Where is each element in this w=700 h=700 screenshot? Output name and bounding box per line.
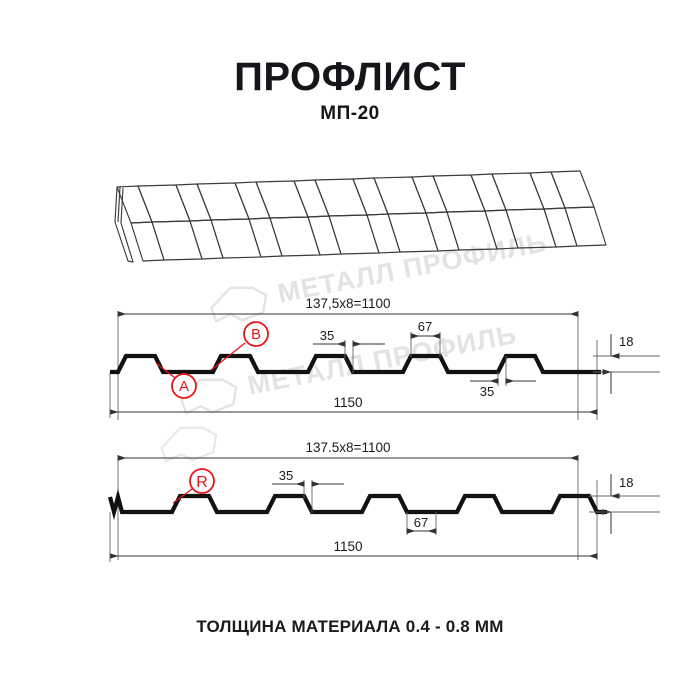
section-top: 137,5х8=1100 1150 35 67 <box>109 296 660 420</box>
dimension-flat-67-bottom: 67 <box>406 512 437 535</box>
dimension-pitch-top-label: 137,5х8=1100 <box>306 296 391 311</box>
page-subtitle: МП-20 <box>320 103 380 124</box>
dimension-height-18-bottom-label: 18 <box>619 475 633 490</box>
watermark-logo-icon <box>160 426 218 463</box>
callout-r-label: R <box>196 474 208 491</box>
dimension-flat-67-bottom-label: 67 <box>414 515 428 530</box>
callout-a: A <box>155 362 197 399</box>
dimension-overall-bottom: 1150 <box>109 512 598 562</box>
dimension-pitch-bottom-label: 137.5x8=1100 <box>306 440 391 455</box>
dimension-pitch-bottom: 137.5x8=1100 <box>117 440 579 461</box>
dimension-height-18-top: 18 <box>593 334 660 394</box>
dimension-height-18-top-label: 18 <box>619 334 633 349</box>
profile-outline-bottom <box>107 488 607 521</box>
callout-b: B <box>210 321 269 371</box>
dimension-flat-67-top-label: 67 <box>418 319 432 334</box>
dimension-rib-35-bottom: 35 <box>470 356 536 399</box>
dimension-rib-35-bottom-label: 35 <box>480 384 494 399</box>
section-bottom: 137.5x8=1100 1150 35 67 <box>107 440 660 562</box>
watermark-group: МЕТАЛЛ ПРОФИЛЬ МЕТАЛЛ ПРОФИЛЬ <box>160 227 549 463</box>
isometric-profile-view <box>114 170 607 263</box>
material-thickness-note: ТОЛЩИНА МАТЕРИАЛА 0.4 - 0.8 ММ <box>196 617 504 636</box>
callout-r: R <box>172 468 215 504</box>
dimension-overall-top-label: 1150 <box>333 395 362 410</box>
dimension-pitch-top: 137,5х8=1100 <box>117 296 579 317</box>
callout-a-label: A <box>179 378 189 395</box>
dimension-rib-35-bottom2: 35 <box>272 468 344 513</box>
dimension-rib-35-bottom2-label: 35 <box>279 468 293 483</box>
watermark-text: МЕТАЛЛ ПРОФИЛЬ <box>245 319 519 401</box>
dimension-flat-67-top: 67 <box>410 319 441 357</box>
dimension-overall-bottom-label: 1150 <box>333 539 362 554</box>
page-title: ПРОФЛИСТ <box>234 55 466 99</box>
watermark-logo-icon <box>210 286 268 323</box>
callout-b-label: B <box>251 326 261 343</box>
dimension-overall-top: 1150 <box>109 372 598 418</box>
dimension-rib-35-top: 35 <box>313 328 385 373</box>
dimension-height-18-bottom: 18 <box>589 474 660 534</box>
dimension-rib-35-top-label: 35 <box>320 328 334 343</box>
